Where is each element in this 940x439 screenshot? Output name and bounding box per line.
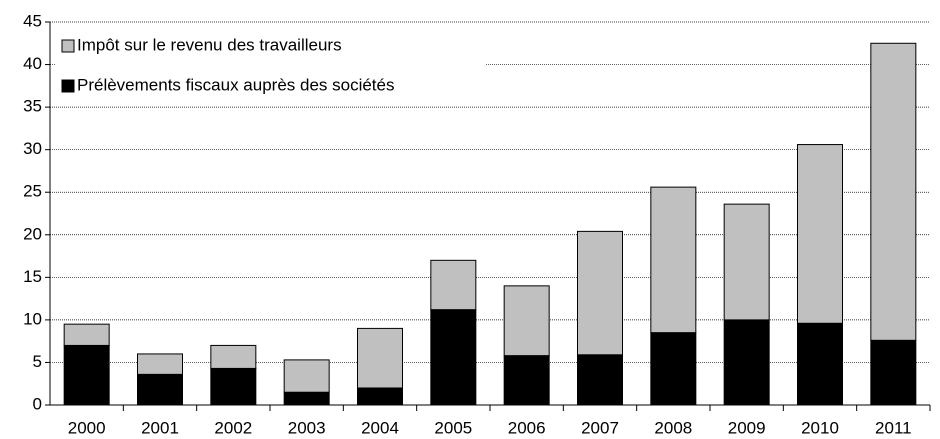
- legend-swatch: [61, 39, 75, 53]
- bar-segment: [210, 367, 257, 406]
- bar-segment: [283, 391, 330, 406]
- y-tick-label: 15: [23, 267, 42, 286]
- bar-segment: [577, 230, 623, 356]
- x-tick-label: 2001: [141, 418, 179, 437]
- bar-segment: [283, 359, 330, 393]
- legend-swatch: [61, 79, 75, 93]
- y-tick-label: 0: [33, 394, 42, 413]
- y-tick-label: 30: [23, 139, 42, 158]
- x-tick-label: 2000: [68, 418, 106, 437]
- x-tick-label: 2003: [288, 418, 326, 437]
- bar-segment: [723, 203, 770, 321]
- bar-segment: [870, 339, 917, 406]
- x-tick-label: 2008: [654, 418, 692, 437]
- bar-segment: [797, 144, 843, 324]
- y-tick-label: 10: [23, 309, 42, 328]
- x-tick-label: 2004: [361, 418, 399, 437]
- bar-segment: [650, 186, 697, 334]
- bar-segment: [650, 332, 697, 406]
- y-tick-label: 25: [23, 182, 42, 201]
- bar-segment: [210, 344, 257, 369]
- x-tick-label: 2009: [728, 418, 766, 437]
- bar-segment: [357, 327, 403, 389]
- y-tick-label: 45: [23, 11, 42, 30]
- y-tick-label: 40: [23, 54, 42, 73]
- bar-segment: [137, 373, 183, 406]
- bar-segment: [63, 344, 110, 406]
- bar-segment: [723, 319, 770, 406]
- legend-label: Impôt sur le revenu des travailleurs: [77, 35, 342, 54]
- x-tick-label: 2005: [434, 418, 472, 437]
- bar-segment: [503, 285, 550, 357]
- bar-segment: [357, 387, 403, 406]
- bar-segment: [577, 354, 623, 406]
- bar-segment: [797, 322, 843, 406]
- legend-label: Prélèvements fiscaux auprès des sociétés: [77, 75, 395, 94]
- x-tick-label: 2010: [801, 418, 839, 437]
- bar-segment: [63, 323, 110, 346]
- bar-segment: [503, 355, 550, 406]
- y-tick-label: 35: [23, 97, 42, 116]
- bar-segment: [137, 353, 183, 375]
- x-tick-label: 2007: [581, 418, 619, 437]
- bar-segment: [430, 309, 477, 406]
- y-tick-label: 5: [33, 352, 42, 371]
- bar-segment: [430, 259, 477, 311]
- y-tick-label: 20: [23, 224, 42, 243]
- legend-background: [56, 30, 486, 102]
- bar-segment: [870, 42, 917, 341]
- x-tick-label: 2002: [214, 418, 252, 437]
- x-tick-label: 2006: [508, 418, 546, 437]
- x-tick-label: 2011: [875, 418, 912, 437]
